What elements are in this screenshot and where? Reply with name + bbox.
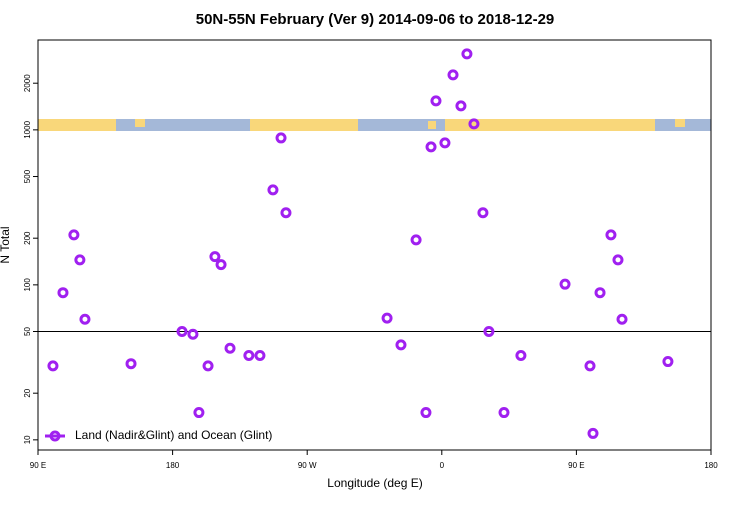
plot-frame — [37, 39, 712, 451]
x-tick-label: 90 W — [298, 461, 317, 470]
point — [587, 427, 599, 439]
x-axis-label: Longitude (deg E) — [327, 476, 422, 490]
point — [254, 350, 266, 362]
point — [461, 48, 473, 60]
point — [605, 229, 617, 241]
point — [381, 312, 393, 324]
point — [224, 342, 236, 354]
legend-label: Land (Nadir&Glint) and Ocean (Glint) — [75, 428, 272, 442]
point — [455, 100, 467, 112]
point — [483, 326, 495, 338]
point — [477, 207, 489, 219]
point — [267, 184, 279, 196]
point — [584, 360, 596, 372]
y-tick-label: 2000 — [23, 74, 32, 92]
x-tick-label: 0 — [440, 461, 445, 470]
y-axis-label: N Total — [0, 226, 12, 263]
point — [447, 69, 459, 81]
y-tick-label: 500 — [23, 169, 32, 183]
point — [468, 118, 480, 130]
y-tick-label: 200 — [23, 231, 32, 245]
point — [395, 339, 407, 351]
point — [616, 313, 628, 325]
y-tick-label: 100 — [23, 278, 32, 292]
point — [68, 229, 80, 241]
x-tick-label: 180 — [166, 461, 180, 470]
point — [425, 141, 437, 153]
point — [202, 360, 214, 372]
x-tick-label: 90 E — [30, 461, 46, 470]
point — [439, 137, 451, 149]
point — [612, 254, 624, 266]
y-tick-label: 20 — [23, 388, 32, 397]
land-ocean-strip — [38, 119, 711, 131]
point — [125, 358, 137, 370]
y-tick-label: 1000 — [23, 120, 32, 138]
point — [275, 132, 287, 144]
point — [176, 326, 188, 338]
chart-title: 50N-55N February (Ver 9) 2014-09-06 to 2… — [196, 11, 555, 28]
point — [662, 356, 674, 368]
x-tick-label: 90 E — [568, 461, 584, 470]
point — [594, 287, 606, 299]
point — [193, 407, 205, 419]
point — [243, 350, 255, 362]
point — [215, 259, 227, 271]
y-tick-label: 10 — [23, 435, 32, 444]
point — [430, 95, 442, 107]
point — [420, 407, 432, 419]
point — [79, 313, 91, 325]
legend-marker — [49, 430, 61, 442]
y-tick-label: 50 — [23, 327, 32, 336]
x-tick-label: 180 — [704, 461, 718, 470]
point — [74, 254, 86, 266]
point — [280, 207, 292, 219]
point — [515, 350, 527, 362]
point — [209, 251, 221, 263]
point — [57, 287, 69, 299]
point — [47, 360, 59, 372]
point — [559, 278, 571, 290]
point — [410, 234, 422, 246]
point — [187, 328, 199, 340]
point — [498, 407, 510, 419]
